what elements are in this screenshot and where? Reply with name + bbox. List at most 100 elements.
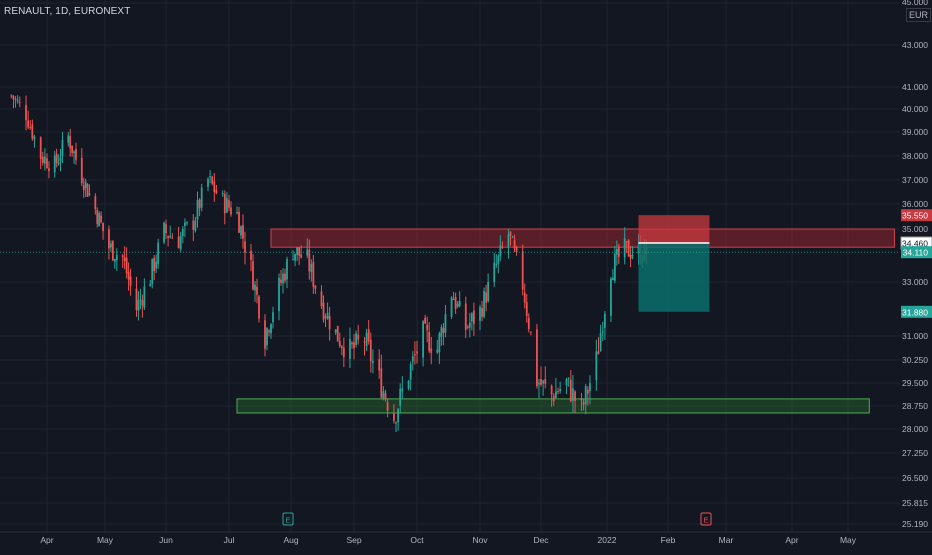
candle-body <box>444 314 447 333</box>
candle-body <box>223 194 226 214</box>
candle-body <box>228 200 230 208</box>
candle-body <box>31 124 34 139</box>
candle-body <box>384 393 387 400</box>
candle-body <box>14 98 17 100</box>
candle-body <box>627 240 630 257</box>
candle-body <box>382 391 385 399</box>
candle-body <box>226 198 228 213</box>
price-tick-label: 33.000 <box>902 277 928 287</box>
candle-body <box>86 184 89 197</box>
candle-body <box>326 312 329 319</box>
candle-body <box>298 247 301 256</box>
candle-body <box>88 193 91 195</box>
candle-body <box>129 276 132 286</box>
candle-body <box>82 185 85 191</box>
candle-body <box>196 200 199 220</box>
candle-body <box>80 157 83 184</box>
price-tick-label: 26.500 <box>902 473 928 483</box>
candle-body <box>213 181 216 192</box>
candle-body <box>372 361 374 363</box>
candle-body <box>328 315 331 330</box>
candle-body <box>458 300 461 307</box>
candle-body <box>18 102 21 104</box>
last-price-label: 34.110 <box>903 248 929 258</box>
candle-body <box>286 259 288 280</box>
candle-body <box>96 209 99 225</box>
candle-body <box>143 286 146 308</box>
candle-body <box>292 259 294 261</box>
candle-body <box>163 222 165 243</box>
time-tick-label: Jun <box>159 535 173 545</box>
candle-body <box>351 342 353 345</box>
price-tick-label: 41.000 <box>902 82 928 92</box>
candle-body <box>110 243 112 248</box>
candle-body <box>454 296 457 310</box>
candle-body <box>452 299 455 301</box>
currency-label[interactable]: EUR <box>906 8 932 22</box>
candle-body <box>242 225 244 239</box>
candle-body <box>442 328 445 333</box>
candle-body <box>416 351 418 354</box>
time-axis[interactable]: Apr May Jun Jul Aug Sep Oct Nov Dec 2022 Feb Mar Apr… <box>0 531 932 545</box>
candle-body <box>409 364 412 380</box>
position-tool[interactable] <box>638 215 710 312</box>
candle-body <box>278 277 280 312</box>
candle-body <box>456 303 459 307</box>
time-tick-label: Oct <box>410 535 424 545</box>
candle-body <box>207 178 209 188</box>
earnings-event-frame <box>282 512 294 526</box>
candle-body <box>294 253 296 261</box>
last-price-tag <box>901 246 932 259</box>
candle-body <box>29 127 32 129</box>
candle-body <box>177 236 180 249</box>
price-tick-label: 28.000 <box>902 424 928 434</box>
candle-body <box>53 155 56 173</box>
candle-body <box>252 261 254 290</box>
candle-body <box>39 137 42 160</box>
candle-body <box>211 176 214 184</box>
candle-body <box>464 303 467 330</box>
price-axis[interactable]: 43.000 41.000 40.000 39.000 38.000 37.000 36.0… <box>900 0 932 550</box>
earnings-event-label: E <box>285 516 290 525</box>
candle-body <box>473 310 475 324</box>
candle-body <box>125 257 128 274</box>
candle-body <box>544 378 547 384</box>
time-tick-label: Feb <box>661 535 676 545</box>
price-tick-label: 25.815 <box>902 498 928 508</box>
candle-body <box>521 251 524 290</box>
price-tick-label: 39.000 <box>902 127 928 137</box>
candle-body <box>334 329 337 333</box>
candle-body <box>569 379 572 401</box>
candle-body <box>493 262 496 282</box>
candle-body <box>127 271 130 280</box>
stop-loss-box <box>638 215 710 244</box>
candle-body <box>69 136 72 149</box>
candle-body <box>485 292 487 303</box>
candle-body <box>487 281 490 302</box>
candle-body <box>540 379 542 385</box>
candle-body <box>280 279 282 283</box>
candle-body <box>426 324 429 331</box>
candle-body <box>61 139 64 157</box>
candle-body <box>268 330 270 333</box>
candle-body <box>414 354 416 356</box>
candle-body <box>393 413 395 422</box>
candle-body <box>349 339 351 359</box>
candle-body <box>559 388 562 392</box>
price-tick-label: 29.500 <box>902 378 928 388</box>
candle-body <box>625 241 628 243</box>
candle-body <box>468 322 471 328</box>
candle-body <box>497 255 500 264</box>
candle-body <box>48 168 50 172</box>
candle-body <box>336 325 339 342</box>
earnings-event-icon: E <box>700 512 712 526</box>
candle-body <box>338 340 341 347</box>
time-tick-label: Aug <box>283 535 298 545</box>
candle-body <box>363 341 366 343</box>
candle-body <box>365 332 368 347</box>
candle-body <box>610 278 612 316</box>
candle-body <box>258 296 260 319</box>
candle-body <box>121 255 124 258</box>
